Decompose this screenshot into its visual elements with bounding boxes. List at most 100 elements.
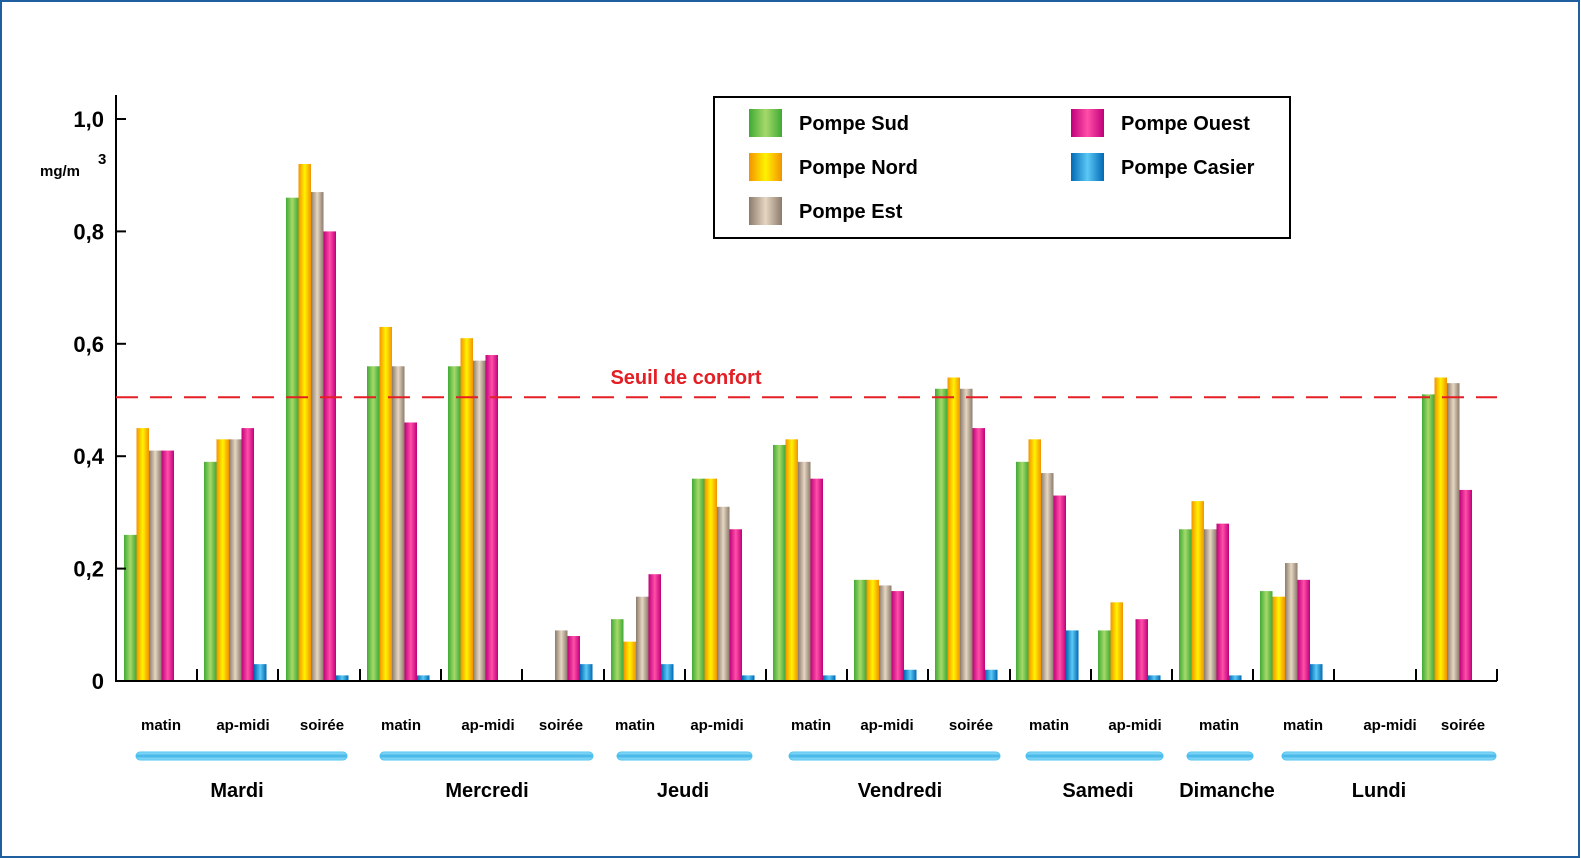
category-labels: matin ap-midi soirée matin ap-midi soirée mati… xyxy=(135,717,1497,802)
bar-12-4 xyxy=(1148,675,1161,681)
category-label-0: matin xyxy=(141,717,181,734)
bar-14-2 xyxy=(1285,562,1298,681)
legend-label-1: Pompe Nord xyxy=(799,157,918,179)
bar-4-3 xyxy=(485,355,498,681)
day-label-3: Vendredi xyxy=(858,780,942,802)
day-label-1: Mercredi xyxy=(445,780,528,802)
y-tick-label-5: 1,0 xyxy=(73,107,104,132)
bar-4-1 xyxy=(460,338,473,681)
category-label-14: matin xyxy=(1283,717,1323,734)
day-label-2: Jeudi xyxy=(657,780,709,802)
bar-6-0 xyxy=(611,619,624,681)
category-label-12: ap-midi xyxy=(1108,717,1161,734)
bar-4-0 xyxy=(448,366,461,681)
bar-6-1 xyxy=(623,641,636,681)
bar-8-1 xyxy=(785,439,798,681)
y-unit-superscript: 3 xyxy=(98,151,106,168)
bar-10-4 xyxy=(985,669,998,681)
bar-13-4 xyxy=(1229,675,1242,681)
category-label-10: soirée xyxy=(949,717,993,734)
bar-1-3 xyxy=(241,428,254,681)
bar-1-4 xyxy=(254,664,267,681)
day-label-6: Lundi xyxy=(1352,780,1406,802)
bar-8-0 xyxy=(773,444,786,681)
bar-1-2 xyxy=(229,439,242,681)
bar-13-0 xyxy=(1179,529,1192,681)
bar-4-2 xyxy=(473,360,486,681)
bar-9-1 xyxy=(866,579,879,681)
bar-9-4 xyxy=(904,669,917,681)
bar-5-3 xyxy=(567,636,580,681)
day-label-5: Dimanche xyxy=(1179,780,1275,802)
legend-swatch-4 xyxy=(1071,153,1104,181)
bar-16-3 xyxy=(1459,489,1472,681)
bars xyxy=(124,163,1472,681)
bar-6-4 xyxy=(661,664,674,681)
y-tick-label-3: 0,6 xyxy=(73,332,104,357)
threshold-label: Seuil de confort xyxy=(610,367,761,389)
bar-6-3 xyxy=(648,574,661,681)
bar-11-2 xyxy=(1041,473,1054,681)
legend: Pompe Sud Pompe Nord Pompe Est Pompe Ouest P… xyxy=(713,96,1291,239)
bar-2-2 xyxy=(311,192,324,681)
bar-3-2 xyxy=(392,366,405,681)
bar-5-2 xyxy=(555,630,568,681)
y-unit-label: mg/m xyxy=(40,163,80,180)
day-pill-6 xyxy=(1281,751,1497,761)
bar-14-0 xyxy=(1260,591,1273,681)
bar-10-1 xyxy=(947,377,960,681)
bar-11-3 xyxy=(1053,495,1066,681)
bar-14-3 xyxy=(1297,579,1310,681)
legend-swatch-1 xyxy=(749,153,782,181)
y-tick-label-1: 0,2 xyxy=(73,557,104,582)
day-pill-2 xyxy=(616,751,753,761)
bar-12-0 xyxy=(1098,630,1111,681)
bar-13-2 xyxy=(1204,529,1217,681)
bar-10-0 xyxy=(935,388,948,681)
legend-swatch-0 xyxy=(749,109,782,137)
category-label-8: matin xyxy=(791,717,831,734)
bar-7-0 xyxy=(692,478,705,681)
bar-3-3 xyxy=(404,422,417,681)
legend-swatch-3 xyxy=(1071,109,1104,137)
category-label-11: matin xyxy=(1029,717,1069,734)
bar-1-0 xyxy=(204,461,217,681)
bar-5-4 xyxy=(580,664,593,681)
bar-11-4 xyxy=(1066,630,1079,681)
bar-7-3 xyxy=(729,529,742,681)
bar-14-1 xyxy=(1272,596,1285,681)
day-pill-1 xyxy=(379,751,594,761)
y-tick-label-2: 0,4 xyxy=(73,444,104,469)
bar-16-0 xyxy=(1422,394,1435,681)
legend-swatch-2 xyxy=(749,197,782,225)
bar-7-4 xyxy=(742,675,755,681)
day-pill-3 xyxy=(788,751,1001,761)
bar-8-2 xyxy=(798,461,811,681)
category-label-2: soirée xyxy=(300,717,344,734)
bar-13-1 xyxy=(1191,501,1204,681)
category-label-3: matin xyxy=(381,717,421,734)
bar-9-2 xyxy=(879,585,892,681)
legend-label-3: Pompe Ouest xyxy=(1121,113,1250,135)
bar-7-1 xyxy=(704,478,717,681)
bar-0-0 xyxy=(124,534,137,681)
bar-9-0 xyxy=(854,579,867,681)
bar-1-1 xyxy=(216,439,229,681)
bar-16-1 xyxy=(1434,377,1447,681)
day-pill-4 xyxy=(1025,751,1164,761)
threshold: Seuil de confort xyxy=(116,367,1497,399)
bar-3-1 xyxy=(379,326,392,681)
category-label-6: matin xyxy=(615,717,655,734)
bar-12-3 xyxy=(1135,619,1148,681)
category-label-16: soirée xyxy=(1441,717,1485,734)
bar-16-2 xyxy=(1447,383,1460,681)
bar-2-1 xyxy=(298,163,311,681)
legend-label-2: Pompe Est xyxy=(799,201,903,223)
bar-7-2 xyxy=(717,506,730,681)
bar-0-3 xyxy=(161,450,174,681)
bar-9-3 xyxy=(891,591,904,681)
y-tick-label-0: 0 xyxy=(92,669,104,694)
bar-11-1 xyxy=(1028,439,1041,681)
category-label-5: soirée xyxy=(539,717,583,734)
